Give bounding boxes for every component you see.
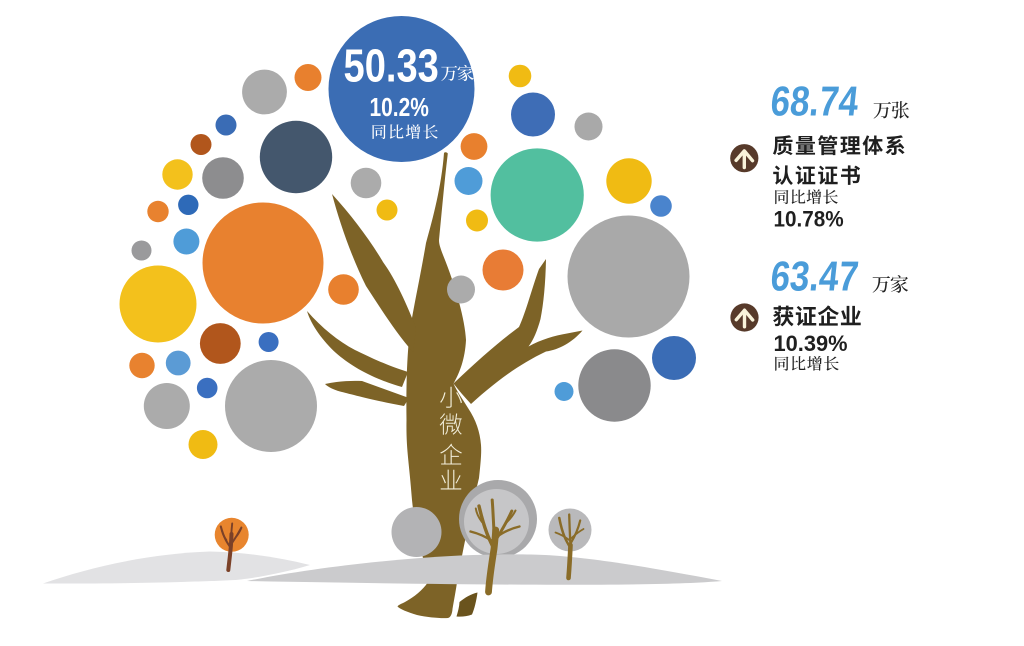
- svg-text:10.78%: 10.78%: [774, 207, 844, 232]
- svg-text:10.39%: 10.39%: [774, 331, 848, 356]
- svg-text:50.33: 50.33: [344, 40, 439, 92]
- svg-text:68.74: 68.74: [768, 78, 861, 125]
- svg-text:10.2%: 10.2%: [370, 92, 429, 122]
- svg-text:63.47: 63.47: [768, 253, 860, 300]
